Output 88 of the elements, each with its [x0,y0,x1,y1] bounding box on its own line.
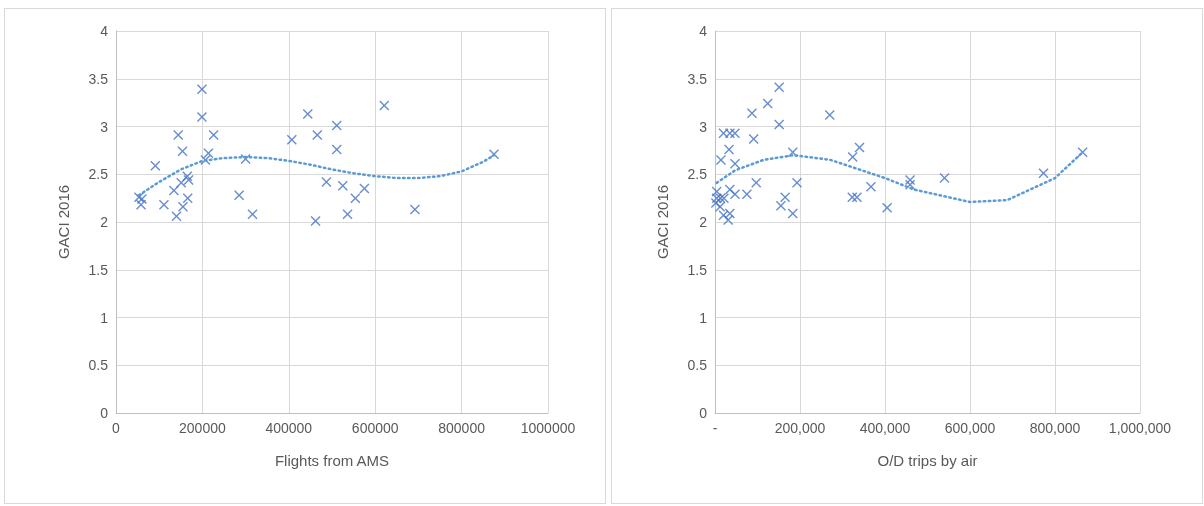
y-tick-label: 1 [699,309,708,326]
point [331,144,342,155]
point [729,128,740,139]
point [203,148,214,159]
y-tick-label: 2 [100,214,109,230]
point [321,176,332,187]
y-tick-label: 4 [699,23,708,39]
point [342,209,353,220]
point [792,177,803,188]
point [865,181,876,192]
point [724,144,735,155]
point [177,146,188,157]
point [729,189,740,200]
point [196,111,207,122]
point [715,201,726,212]
y-tick-label: 3.5 [88,70,109,87]
point [150,160,161,171]
point [780,192,791,203]
x-axis-title: Flights from AMS [274,452,390,469]
point [359,183,370,194]
point [748,133,759,144]
x-tick-label: 1,000,000 [1108,420,1172,436]
x-tick-label: 400,000 [859,420,911,436]
point [762,98,773,109]
point [851,192,862,203]
point [379,100,390,111]
point [196,84,207,95]
point [854,142,865,153]
y-tick-label: 1 [100,309,109,326]
point [312,130,323,141]
point [409,204,420,215]
point [939,173,950,184]
y-tick-label: 0 [699,405,708,421]
point [234,190,245,201]
x-tick-label: - [712,420,718,436]
x-tick-label: 1000000 [520,420,576,436]
point [787,208,798,219]
point [746,108,757,119]
point [774,82,785,93]
y-tick-label: 1.5 [687,261,708,278]
point [158,199,169,210]
y-tick-label: 0 [100,405,109,421]
point [723,215,734,226]
x-tick-label: 600000 [351,420,399,436]
y-tick-label: 3 [699,118,708,135]
point [208,130,219,141]
point [715,154,726,165]
point [247,209,258,220]
y-axis-title: GACI 2016 [55,184,72,260]
point [729,158,740,169]
point [824,110,835,121]
y-tick-label: 2 [699,214,708,230]
x-tick-label: 0 [112,420,121,436]
point [286,134,297,145]
x-tick-label: 600,000 [944,420,996,436]
x-tick-label: 800000 [438,420,486,436]
x-axis-title: O/D trips by air [877,452,978,469]
y-tick-label: 2.5 [687,166,708,183]
point [1038,168,1049,179]
y-tick-label: 2.5 [88,166,109,183]
y-tick-label: 3 [100,118,109,135]
point [337,180,348,191]
point [240,153,251,164]
y-tick-label: 0.5 [88,357,109,374]
point [182,193,193,204]
point [177,201,188,212]
x-tick-label: 200000 [179,420,226,436]
x-tick-label: 400000 [265,420,313,436]
y-tick-label: 4 [100,23,109,39]
point [882,202,893,213]
y-axis-title: GACI 2016 [654,184,671,260]
y-tick-label: 1.5 [88,261,109,278]
x-tick-label: 200,000 [774,420,826,436]
y-tick-label: 3.5 [687,70,708,87]
y-tick-label: 0.5 [687,357,708,374]
point [310,216,321,227]
point [168,185,179,196]
point [751,177,762,188]
point [774,119,785,130]
point [847,152,858,163]
x-tick-label: 800,000 [1029,420,1081,436]
point [302,109,313,120]
point [171,211,182,222]
point [173,130,184,141]
point [741,189,752,200]
point [775,200,786,211]
point [350,193,361,204]
point [331,120,342,131]
